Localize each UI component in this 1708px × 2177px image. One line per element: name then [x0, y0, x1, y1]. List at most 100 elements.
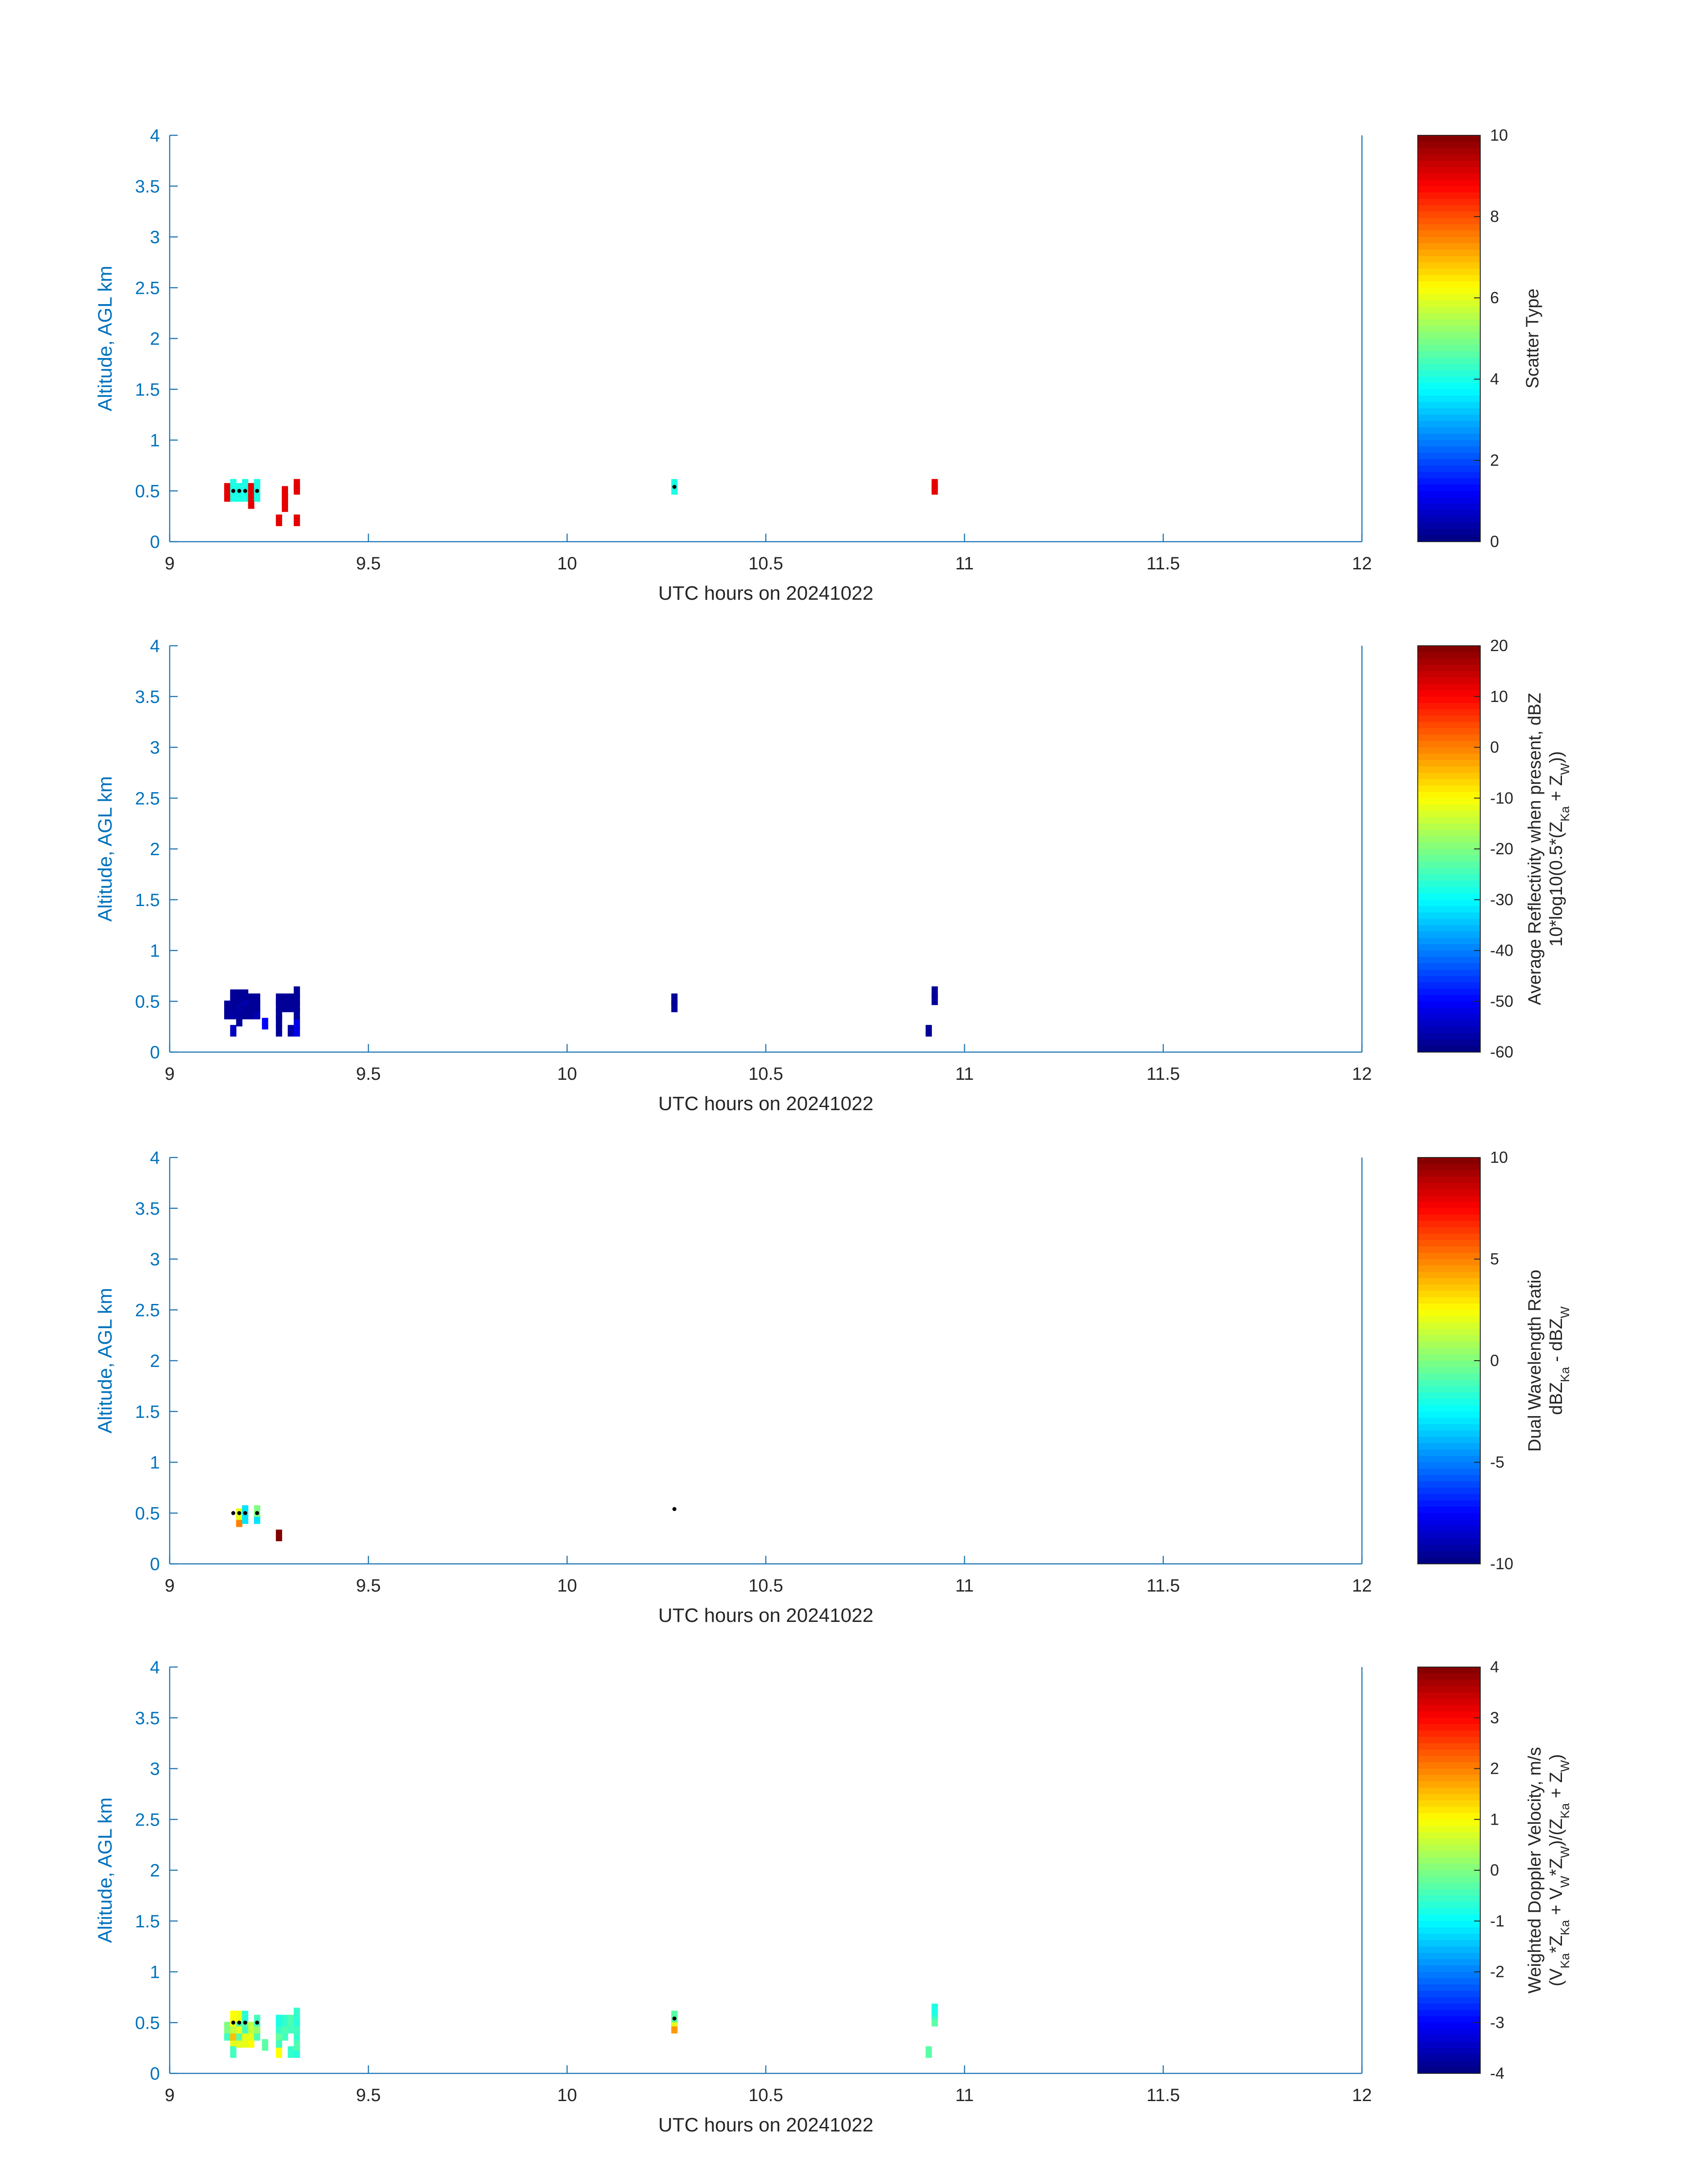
- colorbar-band: [1418, 1208, 1480, 1215]
- colorbar-band: [1418, 1507, 1480, 1513]
- colorbar-band: [1418, 427, 1480, 434]
- colorbar-tick-label: 8: [1490, 207, 1499, 226]
- colorbar-band: [1418, 1271, 1480, 1279]
- y-tick-label: 4: [150, 1658, 160, 1677]
- colorbar-band: [1418, 741, 1480, 748]
- colorbar-tick-label: -20: [1490, 840, 1513, 858]
- data-cell: [254, 993, 260, 1005]
- y-axis-label: Altitude, AGL km: [94, 1288, 116, 1433]
- colorbar-band: [1418, 760, 1480, 767]
- colorbar-tick-label: -10: [1490, 1554, 1513, 1573]
- colorbar-band: [1418, 982, 1480, 989]
- colorbar-band: [1418, 306, 1480, 313]
- colorbar-band: [1418, 1978, 1480, 1985]
- colorbar-tick-label: -5: [1490, 1453, 1504, 1471]
- colorbar-band: [1418, 1500, 1480, 1507]
- colorbar-tick-label: 10: [1490, 1148, 1508, 1166]
- data-cell: [224, 1000, 230, 1012]
- colorbar-band: [1418, 1513, 1480, 1520]
- colorbar-band: [1418, 1164, 1480, 1171]
- colorbar-band: [1418, 1952, 1480, 1960]
- y-tick-label: 2: [150, 1861, 160, 1880]
- colorbar-tick-label: -1: [1490, 1912, 1504, 1930]
- colorbar-band: [1418, 1743, 1480, 1750]
- data-cell: [293, 2007, 300, 2019]
- x-tick-label: 12: [1352, 554, 1372, 573]
- colorbar-band: [1418, 671, 1480, 678]
- colorbar-band: [1418, 2022, 1480, 2030]
- colorbar-band: [1418, 173, 1480, 180]
- colorbar-band: [1418, 646, 1480, 652]
- y-tick-label: 2.5: [135, 1300, 160, 1320]
- y-tick-label: 0.5: [135, 2013, 160, 2033]
- colorbar-band: [1418, 1316, 1480, 1323]
- colorbar-band: [1418, 1202, 1480, 1209]
- data-dot: [237, 2020, 242, 2025]
- data-cell: [254, 2014, 260, 2027]
- colorbar-band: [1418, 1857, 1480, 1864]
- colorbar-band: [1418, 1240, 1480, 1247]
- colorbar-band: [1418, 288, 1480, 295]
- colorbar-band: [1418, 1411, 1480, 1418]
- data-dot: [243, 489, 247, 493]
- colorbar-label: 10*log10(0.5*(ZKa + ZW)): [1546, 751, 1572, 947]
- x-tick-label: 10: [557, 554, 577, 573]
- x-axis-label: UTC hours on 20241022: [658, 582, 873, 604]
- colorbar-band: [1418, 1157, 1480, 1164]
- colorbar-band: [1418, 1297, 1480, 1304]
- colorbar-band: [1418, 1806, 1480, 1813]
- colorbar-band: [1418, 1176, 1480, 1183]
- y-tick-label: 1: [150, 941, 160, 961]
- colorbar-band: [1418, 395, 1480, 402]
- data-cell: [925, 2046, 932, 2058]
- colorbar-band: [1418, 522, 1480, 530]
- x-tick-label: 10.5: [748, 554, 783, 573]
- colorbar-band: [1418, 535, 1480, 542]
- colorbar-band: [1418, 1341, 1480, 1349]
- colorbar-band: [1418, 912, 1480, 919]
- colorbar: -60 -50 -40 -30 -20 -10 0 10 20 Average Reflectiv…: [1417, 636, 1572, 1061]
- colorbar-band: [1418, 1233, 1480, 1241]
- colorbar-label: Dual Wavelength Ratio: [1525, 1270, 1545, 1452]
- colorbar-band: [1418, 1354, 1480, 1361]
- colorbar-tick-label: 0: [1490, 1861, 1499, 1879]
- data-cell: [230, 2010, 237, 2022]
- y-tick-label: 0: [150, 1043, 160, 1062]
- data-dot: [231, 2020, 235, 2025]
- data-cell: [931, 2003, 938, 2015]
- y-tick-label: 2: [150, 840, 160, 859]
- colorbar-band: [1418, 1730, 1480, 1738]
- colorbar-band: [1418, 1405, 1480, 1412]
- x-tick-label: 9: [165, 2085, 175, 2105]
- colorbar-band: [1418, 160, 1480, 167]
- colorbar-tick-label: 0: [1490, 738, 1499, 756]
- colorbar-band: [1418, 510, 1480, 517]
- colorbar-band: [1418, 1348, 1480, 1355]
- data-cell: [276, 514, 282, 526]
- colorbar-band: [1418, 1667, 1480, 1674]
- colorbar-band: [1418, 421, 1480, 428]
- x-tick-label: 11: [955, 1576, 974, 1596]
- colorbar-band: [1418, 753, 1480, 760]
- colorbar-band: [1418, 1724, 1480, 1731]
- data-cell: [293, 514, 300, 526]
- x-tick-label: 10.5: [748, 1576, 783, 1596]
- y-tick-label: 4: [150, 1148, 160, 1168]
- data-dot: [672, 485, 677, 489]
- y-tick-label: 2: [150, 329, 160, 349]
- colorbar-label: Weighted Doppler Velocity, m/s: [1525, 1747, 1545, 1993]
- colorbar-band: [1418, 2041, 1480, 2048]
- colorbar-frame: [1417, 135, 1481, 542]
- colorbar-band: [1418, 408, 1480, 415]
- colorbar-band: [1418, 1437, 1480, 1444]
- colorbar-band: [1418, 652, 1480, 659]
- colorbar-band: [1418, 319, 1480, 326]
- data-cell: [293, 479, 300, 491]
- colorbar-band: [1418, 1711, 1480, 1718]
- colorbar-band: [1418, 1902, 1480, 1909]
- colorbar-tick-label: 20: [1490, 636, 1508, 655]
